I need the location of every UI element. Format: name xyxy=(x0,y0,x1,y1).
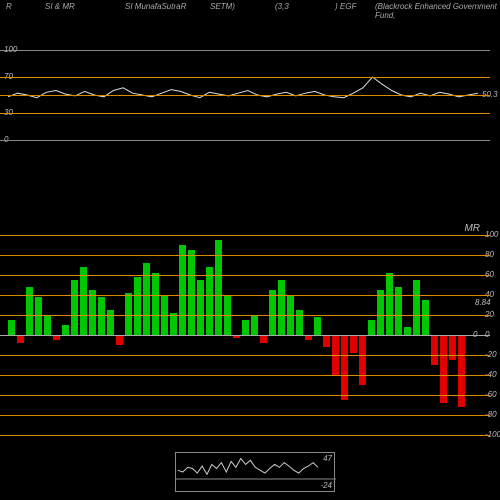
hdr-simr: SI & MR xyxy=(45,2,75,11)
hdr-ticker: (Blackrock Enhanced Government Fund, xyxy=(375,2,500,20)
rsi-gridline xyxy=(0,50,490,51)
mr-bar xyxy=(323,335,330,347)
hdr-rp: ) EGF xyxy=(335,2,356,11)
mr-bar xyxy=(143,263,150,335)
mr-bar xyxy=(413,280,420,335)
mr-bar xyxy=(107,310,114,335)
mr-bar xyxy=(35,297,42,335)
mr-gridline xyxy=(0,255,490,256)
chart-header: R SI & MR SI MunafaSutraR SETM) (3,3 ) E… xyxy=(0,2,500,16)
mr-bar xyxy=(17,335,24,343)
mr-bar xyxy=(125,293,132,335)
mr-bar xyxy=(269,290,276,335)
rsi-gridline xyxy=(0,140,490,141)
mr-bar xyxy=(251,315,258,335)
mr-current-value: 8.84 xyxy=(475,298,491,307)
mr-bar xyxy=(458,335,465,407)
mr-bar xyxy=(341,335,348,400)
mr-bar xyxy=(422,300,429,335)
mr-bar xyxy=(98,297,105,335)
mini-high-label: 47 xyxy=(323,454,332,463)
mr-bar xyxy=(197,280,204,335)
hdr-setm: SETM) xyxy=(210,2,235,11)
mr-bar xyxy=(431,335,438,365)
mr-bar xyxy=(359,335,366,385)
mr-bar xyxy=(116,335,123,345)
mr-gridline xyxy=(0,335,490,336)
mr-bar xyxy=(8,320,15,335)
rsi-gridline xyxy=(0,77,490,78)
mr-bar xyxy=(188,250,195,335)
mr-bar xyxy=(179,245,186,335)
mini-line-chart xyxy=(176,453,336,493)
mr-bar xyxy=(80,267,87,335)
mr-bar xyxy=(278,280,285,335)
mr-bar xyxy=(314,317,321,335)
mr-gridline xyxy=(0,295,490,296)
mini-summary-panel: 47 -24 xyxy=(175,452,335,492)
mr-bar xyxy=(71,280,78,335)
rsi-gridline xyxy=(0,95,490,96)
mr-bar xyxy=(62,325,69,335)
mini-low-label: -24 xyxy=(320,481,332,490)
mr-bar xyxy=(296,310,303,335)
mr-gridline xyxy=(0,435,490,436)
rsi-gridline xyxy=(0,113,490,114)
mr-bar xyxy=(89,290,96,335)
mr-bar xyxy=(260,335,267,343)
mr-gridline xyxy=(0,375,490,376)
mr-gridline xyxy=(0,235,490,236)
hdr-formula: SI MunafaSutraR xyxy=(125,2,186,11)
mr-gridline xyxy=(0,355,490,356)
mr-bar xyxy=(242,320,249,335)
mr-bar xyxy=(206,267,213,335)
hdr-val: (3,3 xyxy=(275,2,289,11)
mr-bar xyxy=(404,327,411,335)
mr-gridline xyxy=(0,315,490,316)
mr-bar xyxy=(386,273,393,335)
mr-bar xyxy=(152,273,159,335)
mr-bar xyxy=(44,315,51,335)
mr-bar xyxy=(134,277,141,335)
mr-bar xyxy=(350,335,357,353)
hdr-r: R xyxy=(6,2,12,11)
mr-bar xyxy=(377,290,384,335)
mr-gridline xyxy=(0,275,490,276)
mr-gridline xyxy=(0,395,490,396)
mr-bar xyxy=(449,335,456,360)
mr-gridline xyxy=(0,415,490,416)
mr-bar xyxy=(440,335,447,403)
mr-bar xyxy=(170,313,177,335)
mr-bar xyxy=(368,320,375,335)
mr-title: MR xyxy=(464,223,480,234)
